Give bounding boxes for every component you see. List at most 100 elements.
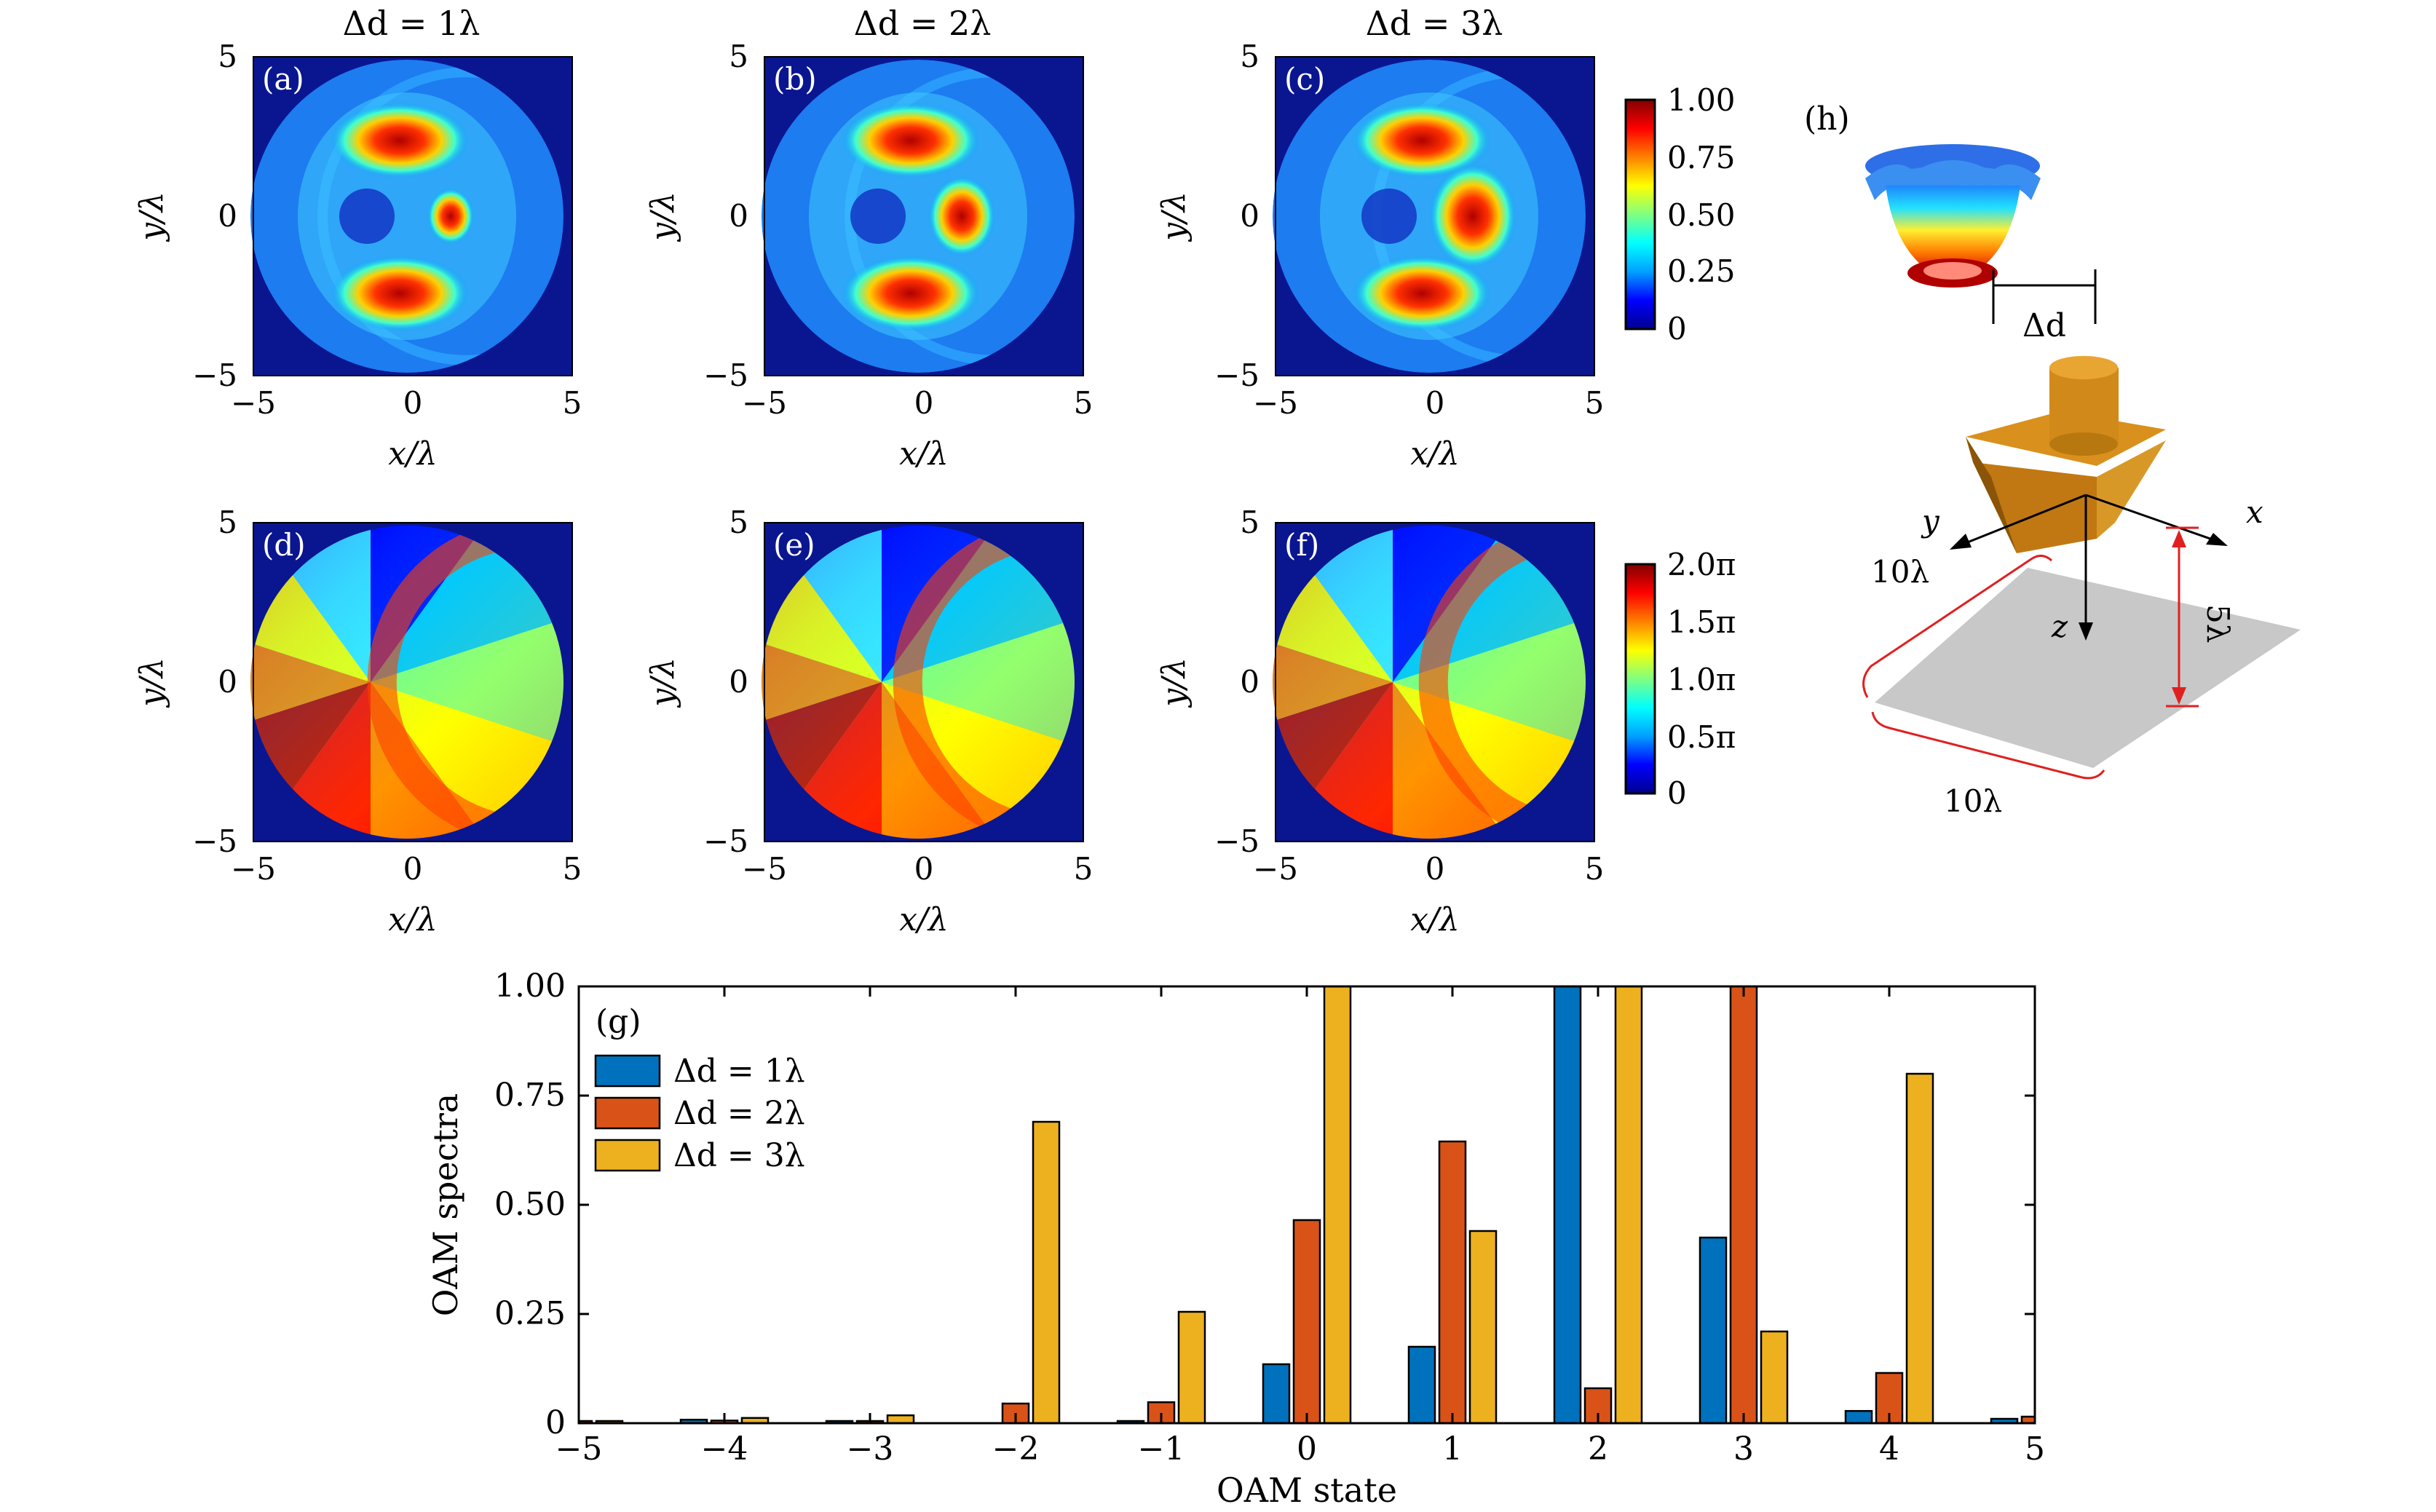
y-tick-label: 0 [218, 664, 237, 700]
x-tick-label: −5 [231, 851, 276, 887]
y-tick-label: 5 [729, 504, 748, 540]
x-tick-label: 3 [1733, 1430, 1754, 1468]
x-axis-label: x/λ [899, 901, 949, 938]
field-phase-sector [882, 592, 1075, 772]
antenna-frustum-front [1973, 462, 2097, 553]
antenna-cylinder-top [2049, 356, 2118, 379]
observation-plane [1875, 568, 2301, 768]
axis-z-label: z [2051, 609, 2068, 644]
phase-colorbar-tick: 2.0π [1667, 547, 1736, 582]
field-lobe-center [928, 175, 995, 257]
intensity-colorbar-gradient [1624, 98, 1656, 330]
column-title-1: Δd = 1λ [343, 4, 481, 43]
x-tick-label: 2 [1588, 1430, 1608, 1468]
field-lobe-top [842, 103, 980, 178]
panel-label: (b) [773, 61, 817, 97]
panel-frame [1275, 56, 1595, 376]
phase-colorbar-tick: 1.5π [1667, 604, 1736, 640]
panel-frame [253, 522, 573, 842]
x-tick-label: 5 [1074, 851, 1094, 887]
y-tick-label: 5 [729, 39, 748, 74]
y-tick-label: −5 [703, 823, 748, 859]
y-tick-label: 1.00 [494, 967, 566, 1005]
axis-y-line [1958, 494, 2087, 547]
dim-label-side1: 10λ [1871, 554, 1929, 590]
antenna-schematic: (h) Δd x y z 10λ 10λ [1804, 100, 2301, 819]
y-tick-label: 0 [545, 1404, 566, 1441]
y-tick-label: 0.75 [494, 1077, 566, 1114]
panel-field [250, 526, 563, 839]
y-tick-label: 5 [1240, 39, 1259, 74]
beam-donut-hole [1923, 262, 1982, 280]
dim-bracket-side2 [1871, 711, 2105, 780]
field-lobe-center [427, 188, 474, 245]
bar-2-4 [1905, 1072, 1934, 1423]
schematic-panel-label: (h) [1804, 100, 1850, 138]
x-tick-label: 5 [563, 385, 582, 421]
bar-0-5 [1990, 1417, 2019, 1423]
y-tick-label: 0 [1240, 664, 1259, 700]
field-phase-sector [371, 526, 563, 682]
y-axis-label: y/λ [1155, 191, 1193, 242]
field-null [850, 189, 906, 244]
field-map-grid: (a) −5 0 5 5 0 −5 x/λ y/λ (b) −5 0 5 5 0 −5 x/λ y/λ (c) −5 0… [133, 39, 1604, 938]
axis-z-arrow-icon [2079, 622, 2093, 641]
field-lobe-bottom [331, 256, 469, 331]
column-title-3: Δd = 3λ [1366, 4, 1503, 43]
field-lobe-bottom [1353, 256, 1491, 331]
y-tick-label: −5 [1214, 823, 1259, 859]
panel-c: (c) −5 0 5 5 0 −5 x/λ y/λ [1155, 39, 1604, 472]
bar-0-0 [1262, 1363, 1291, 1423]
y-tick-label: 0.50 [494, 1186, 566, 1223]
field-phase-sector [762, 682, 882, 839]
axis-x-arrow-icon [2206, 533, 2228, 546]
x-axis-label: x/λ [1410, 435, 1460, 472]
field-phase-sector [1393, 526, 1586, 682]
phase-colorbar-tick: 0 [1667, 775, 1687, 811]
x-tick-label: 1 [1442, 1430, 1463, 1468]
legend-swatch [594, 1054, 661, 1088]
panel-field [762, 526, 1075, 839]
bar-0-3 [1699, 1236, 1728, 1423]
dim-height-arrow-icon [2172, 530, 2186, 547]
panel-frame [764, 56, 1084, 376]
intensity-colorbar-tick: 0.25 [1667, 253, 1736, 289]
y-tick-label: 0 [729, 664, 748, 700]
panel-field [1273, 60, 1586, 373]
y-axis-label: y/λ [1155, 657, 1193, 708]
bar-2--1 [1177, 1310, 1206, 1423]
y-tick-label: 0 [218, 198, 237, 234]
x-tick-label: −5 [1253, 851, 1298, 887]
phase-colorbar: 2.0π 1.5π 1.0π 0.5π 0 [1624, 547, 1736, 811]
legend-label: Δd = 3λ [673, 1137, 805, 1174]
field-lobe-top [331, 103, 469, 178]
field-phase-sector [1393, 682, 1565, 839]
legend-swatch [594, 1096, 661, 1130]
y-tick-label: 5 [218, 39, 237, 74]
bar-1-0 [1292, 1219, 1321, 1423]
panel-field [250, 60, 563, 373]
phase-colorbar-tick: 0.5π [1667, 719, 1736, 755]
panel-b: (b) −5 0 5 5 0 −5 x/λ y/λ [644, 39, 1093, 472]
x-tick-label: 0 [914, 385, 934, 421]
intensity-colorbar-tick: 0 [1667, 311, 1687, 347]
oam-spectrum-chart: 0 0.25 0.50 0.75 1.00 −5 −4 −3 −2 −1 0 1 2 3 4 5 OAM sta… [426, 967, 2045, 1510]
field-phase-sector [250, 526, 371, 682]
x-axis-label: x/λ [388, 901, 438, 938]
field-phase-sector [1273, 526, 1393, 682]
x-axis-label: x/λ [388, 435, 438, 472]
x-tick-label: 5 [563, 851, 582, 887]
bar-0-4 [1844, 1409, 1873, 1423]
bar-0-1 [1407, 1345, 1436, 1423]
antenna-cylinder [2049, 368, 2119, 444]
legend-swatch [594, 1139, 661, 1172]
field-phase-sector [371, 682, 563, 839]
x-tick-label: 0 [914, 851, 934, 887]
panel-label: (c) [1284, 61, 1325, 97]
bar-1-1 [1438, 1140, 1467, 1423]
field-phase-sector [882, 682, 1075, 839]
y-tick-label: 0.25 [494, 1295, 566, 1332]
intensity-colorbar-tick: 0.75 [1667, 140, 1736, 175]
x-axis-label: x/λ [899, 435, 949, 472]
bar-2-2 [1614, 986, 1643, 1423]
